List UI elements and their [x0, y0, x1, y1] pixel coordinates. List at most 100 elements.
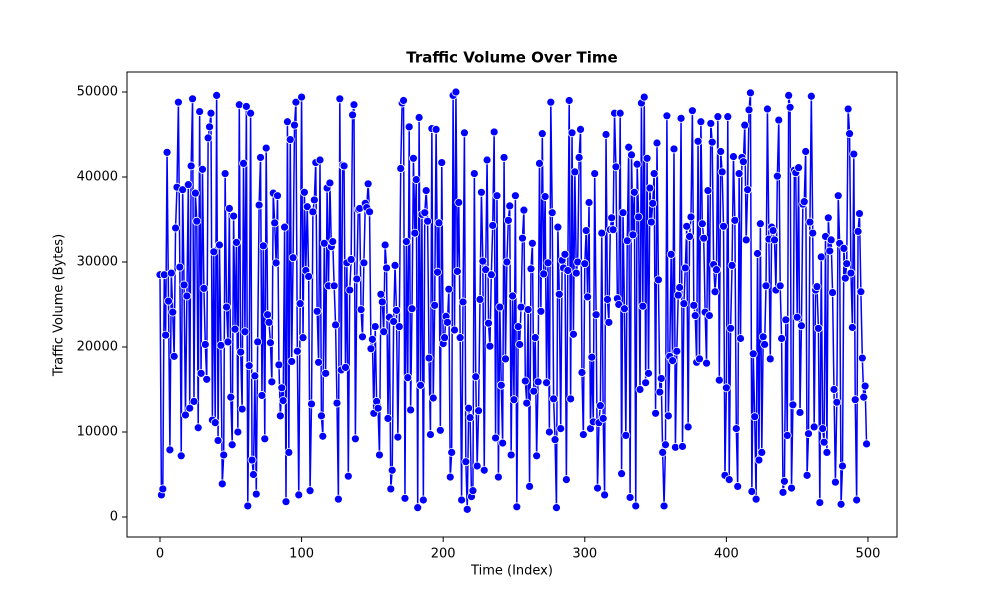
marker	[792, 312, 802, 322]
marker	[846, 268, 856, 278]
marker	[273, 191, 282, 201]
marker	[461, 457, 471, 467]
marker	[680, 263, 690, 273]
marker	[367, 334, 377, 344]
marker	[475, 295, 485, 304]
marker	[567, 128, 577, 138]
marker	[499, 153, 509, 162]
marker	[849, 149, 859, 159]
marker	[190, 188, 200, 198]
marker	[496, 380, 506, 390]
marker	[196, 368, 206, 378]
marker	[509, 395, 519, 405]
marker	[192, 216, 202, 226]
marker	[801, 147, 811, 156]
marker	[474, 406, 483, 416]
marker	[251, 489, 261, 499]
marker	[812, 282, 822, 292]
marker	[512, 502, 522, 512]
marker	[219, 450, 229, 460]
marker	[580, 259, 590, 269]
marker	[622, 236, 632, 246]
marker	[394, 322, 404, 331]
marker	[753, 249, 762, 258]
marker	[321, 368, 331, 378]
marker	[485, 341, 495, 351]
marker	[193, 423, 203, 433]
marker	[484, 318, 493, 328]
marker	[325, 178, 335, 188]
marker	[794, 163, 803, 173]
marker	[856, 287, 866, 297]
marker	[244, 361, 254, 371]
marker	[710, 287, 720, 297]
marker	[825, 246, 835, 256]
marker	[553, 222, 563, 232]
marker	[169, 351, 179, 361]
marker	[287, 357, 297, 366]
marker	[629, 187, 639, 197]
marker	[780, 476, 789, 486]
marker	[758, 332, 768, 342]
marker	[747, 487, 757, 496]
marker	[805, 217, 815, 227]
marker	[542, 378, 551, 388]
marker	[309, 195, 319, 205]
marker	[809, 422, 819, 432]
marker	[819, 437, 829, 447]
marker	[263, 310, 273, 320]
marker	[173, 97, 183, 107]
marker	[247, 455, 257, 465]
marker	[668, 356, 677, 365]
marker	[373, 403, 383, 413]
marker	[440, 333, 450, 343]
marker	[401, 237, 411, 247]
marker	[704, 311, 714, 320]
marker	[781, 315, 791, 325]
marker	[292, 346, 302, 356]
marker	[765, 354, 775, 364]
marker	[702, 358, 711, 368]
marker	[687, 106, 697, 116]
marker	[304, 272, 314, 281]
marker	[168, 307, 178, 317]
marker	[407, 304, 417, 314]
marker	[464, 403, 474, 413]
marker	[343, 471, 353, 481]
marker	[734, 169, 744, 179]
marker	[307, 399, 316, 409]
marker	[593, 483, 602, 493]
marker	[641, 378, 651, 388]
marker	[584, 198, 594, 207]
marker	[261, 143, 271, 153]
marker	[375, 450, 384, 460]
marker	[284, 447, 294, 457]
marker	[240, 327, 250, 337]
marker	[707, 137, 717, 147]
marker	[406, 405, 416, 415]
marker	[403, 373, 413, 382]
marker	[743, 185, 753, 195]
marker	[341, 362, 350, 372]
marker	[603, 295, 612, 304]
marker	[382, 263, 391, 273]
marker	[620, 304, 629, 314]
marker	[726, 323, 736, 333]
marker	[186, 161, 196, 171]
marker	[686, 212, 696, 222]
marker	[239, 159, 248, 168]
marker	[638, 301, 648, 311]
marker	[390, 261, 400, 270]
marker	[399, 96, 408, 105]
marker	[852, 495, 862, 505]
marker	[489, 127, 499, 137]
marker	[806, 91, 816, 101]
marker	[581, 226, 591, 235]
marker	[518, 233, 527, 243]
marker	[457, 495, 466, 505]
marker	[770, 235, 779, 245]
marker	[802, 470, 812, 480]
marker	[444, 284, 454, 294]
marker	[706, 119, 716, 128]
marker	[409, 153, 418, 163]
